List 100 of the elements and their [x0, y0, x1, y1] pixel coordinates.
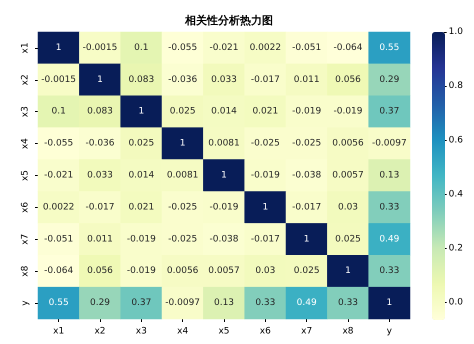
data-label: -0.025 — [168, 202, 198, 212]
data-label: -0.064 — [333, 42, 363, 53]
data-label: -0.017 — [85, 202, 115, 212]
data-label: -0.055 — [44, 138, 74, 149]
data-label: -0.0097 — [372, 138, 407, 149]
data-label: 0.025 — [294, 266, 320, 276]
data-label: -0.019 — [250, 170, 280, 180]
data-label: 0.33 — [338, 298, 358, 308]
data-label: 0.083 — [128, 74, 154, 85]
data-label: 0.29 — [379, 74, 400, 85]
data-label: -0.036 — [85, 138, 115, 149]
data-label: 0.0056 — [332, 138, 364, 149]
data-label: 1 — [97, 74, 103, 85]
data-label: -0.036 — [168, 74, 198, 85]
data-label: 0.29 — [90, 298, 110, 308]
data-label: -0.038 — [292, 170, 322, 180]
data-label: 0.49 — [296, 298, 317, 308]
data-label: 0.033 — [87, 170, 113, 180]
data-label: 0.33 — [379, 266, 400, 276]
data-label: 0.37 — [131, 298, 152, 308]
data-label: -0.019 — [333, 106, 363, 117]
color-bar-label: 0.6 — [448, 135, 464, 146]
data-label: -0.017 — [292, 202, 322, 212]
data-label: 0.33 — [379, 202, 400, 212]
data-label: 0.056 — [87, 266, 114, 276]
data-label: 0.0057 — [332, 170, 364, 180]
x-tick-label: x2 — [94, 326, 106, 336]
data-label: 1 — [180, 138, 186, 149]
data-label: -0.038 — [209, 234, 239, 244]
data-label: 1 — [56, 42, 62, 53]
data-label: 0.03 — [338, 202, 358, 212]
data-label: 0.025 — [128, 138, 154, 149]
data-label: 0.55 — [379, 42, 400, 53]
x-tick-label: x5 — [218, 326, 230, 336]
data-label: -0.019 — [292, 106, 322, 117]
data-label: 0.0022 — [42, 202, 74, 212]
data-label: -0.055 — [168, 42, 198, 53]
y-tick-label: y — [20, 300, 30, 306]
data-label: 0.13 — [379, 170, 400, 180]
data-label: -0.019 — [209, 202, 239, 212]
y-tick-label: x4 — [20, 138, 30, 150]
y-tick-label: x6 — [20, 202, 30, 213]
data-label: 0.021 — [252, 106, 278, 117]
data-label: 0.1 — [134, 42, 148, 53]
data-label: -0.025 — [168, 234, 198, 244]
y-tick-label: x5 — [20, 170, 30, 182]
color-bar-label: 0.0 — [448, 298, 464, 308]
data-label: 0.33 — [255, 298, 276, 308]
color-bar-label: 0.2 — [448, 244, 464, 254]
data-label: 0.03 — [255, 266, 276, 276]
data-label: 1 — [262, 202, 268, 212]
data-label: -0.051 — [44, 234, 74, 244]
data-label: 0.011 — [87, 234, 113, 244]
x-tick-label: x8 — [342, 326, 354, 336]
data-label: 0.13 — [214, 298, 234, 308]
data-label: -0.0097 — [165, 298, 200, 308]
data-label: 0.37 — [379, 106, 400, 117]
x-tick-label: x6 — [260, 326, 272, 336]
x-tick-label: x1 — [53, 326, 64, 336]
x-tick-label: y — [386, 326, 393, 336]
data-label: 0.0022 — [250, 42, 282, 53]
data-label: 0.014 — [128, 170, 154, 180]
data-label: -0.025 — [292, 138, 322, 149]
x-tick-label: x4 — [177, 326, 188, 336]
y-tick-label: x1 — [20, 42, 30, 54]
color-bar-label: 1.0 — [448, 27, 464, 37]
data-label: 0.014 — [211, 106, 238, 117]
y-tick-label: x7 — [20, 234, 30, 245]
y-tick-label: x2 — [20, 74, 30, 86]
x-tick-label: x3 — [136, 326, 147, 336]
data-label: 1 — [138, 106, 144, 117]
y-tick-label: x8 — [20, 265, 30, 277]
data-label: -0.064 — [44, 266, 74, 276]
data-label: 0.083 — [87, 106, 113, 117]
data-label: -0.0015 — [41, 74, 76, 85]
data-label: 0.0081 — [208, 138, 240, 149]
data-label: 0.55 — [48, 298, 69, 308]
data-label: 1 — [304, 234, 310, 244]
data-label: -0.017 — [250, 234, 280, 244]
chart-title: 相关性分析热力图 — [184, 14, 273, 27]
data-label: 0.011 — [294, 74, 320, 85]
data-label: -0.051 — [292, 42, 322, 53]
x-tick-label: x7 — [301, 326, 312, 336]
data-label: 0.1 — [52, 106, 66, 117]
data-label: 0.056 — [335, 74, 362, 85]
y-tick-label: x3 — [20, 106, 30, 118]
data-label: 0.025 — [170, 106, 196, 117]
data-label: -0.019 — [126, 266, 156, 276]
data-label: 0.0081 — [166, 170, 198, 180]
data-label: -0.0015 — [82, 42, 118, 53]
data-label: 0.49 — [379, 234, 400, 244]
data-label: 0.0056 — [166, 266, 199, 276]
data-label: 0.033 — [211, 74, 237, 85]
data-label: -0.025 — [250, 138, 280, 149]
data-label: -0.021 — [209, 42, 239, 53]
data-label: 0.025 — [335, 234, 361, 244]
data-label: 1 — [221, 170, 227, 180]
data-label: -0.021 — [44, 170, 74, 180]
data-label: 1 — [345, 266, 351, 276]
data-label: 0.021 — [128, 202, 154, 212]
